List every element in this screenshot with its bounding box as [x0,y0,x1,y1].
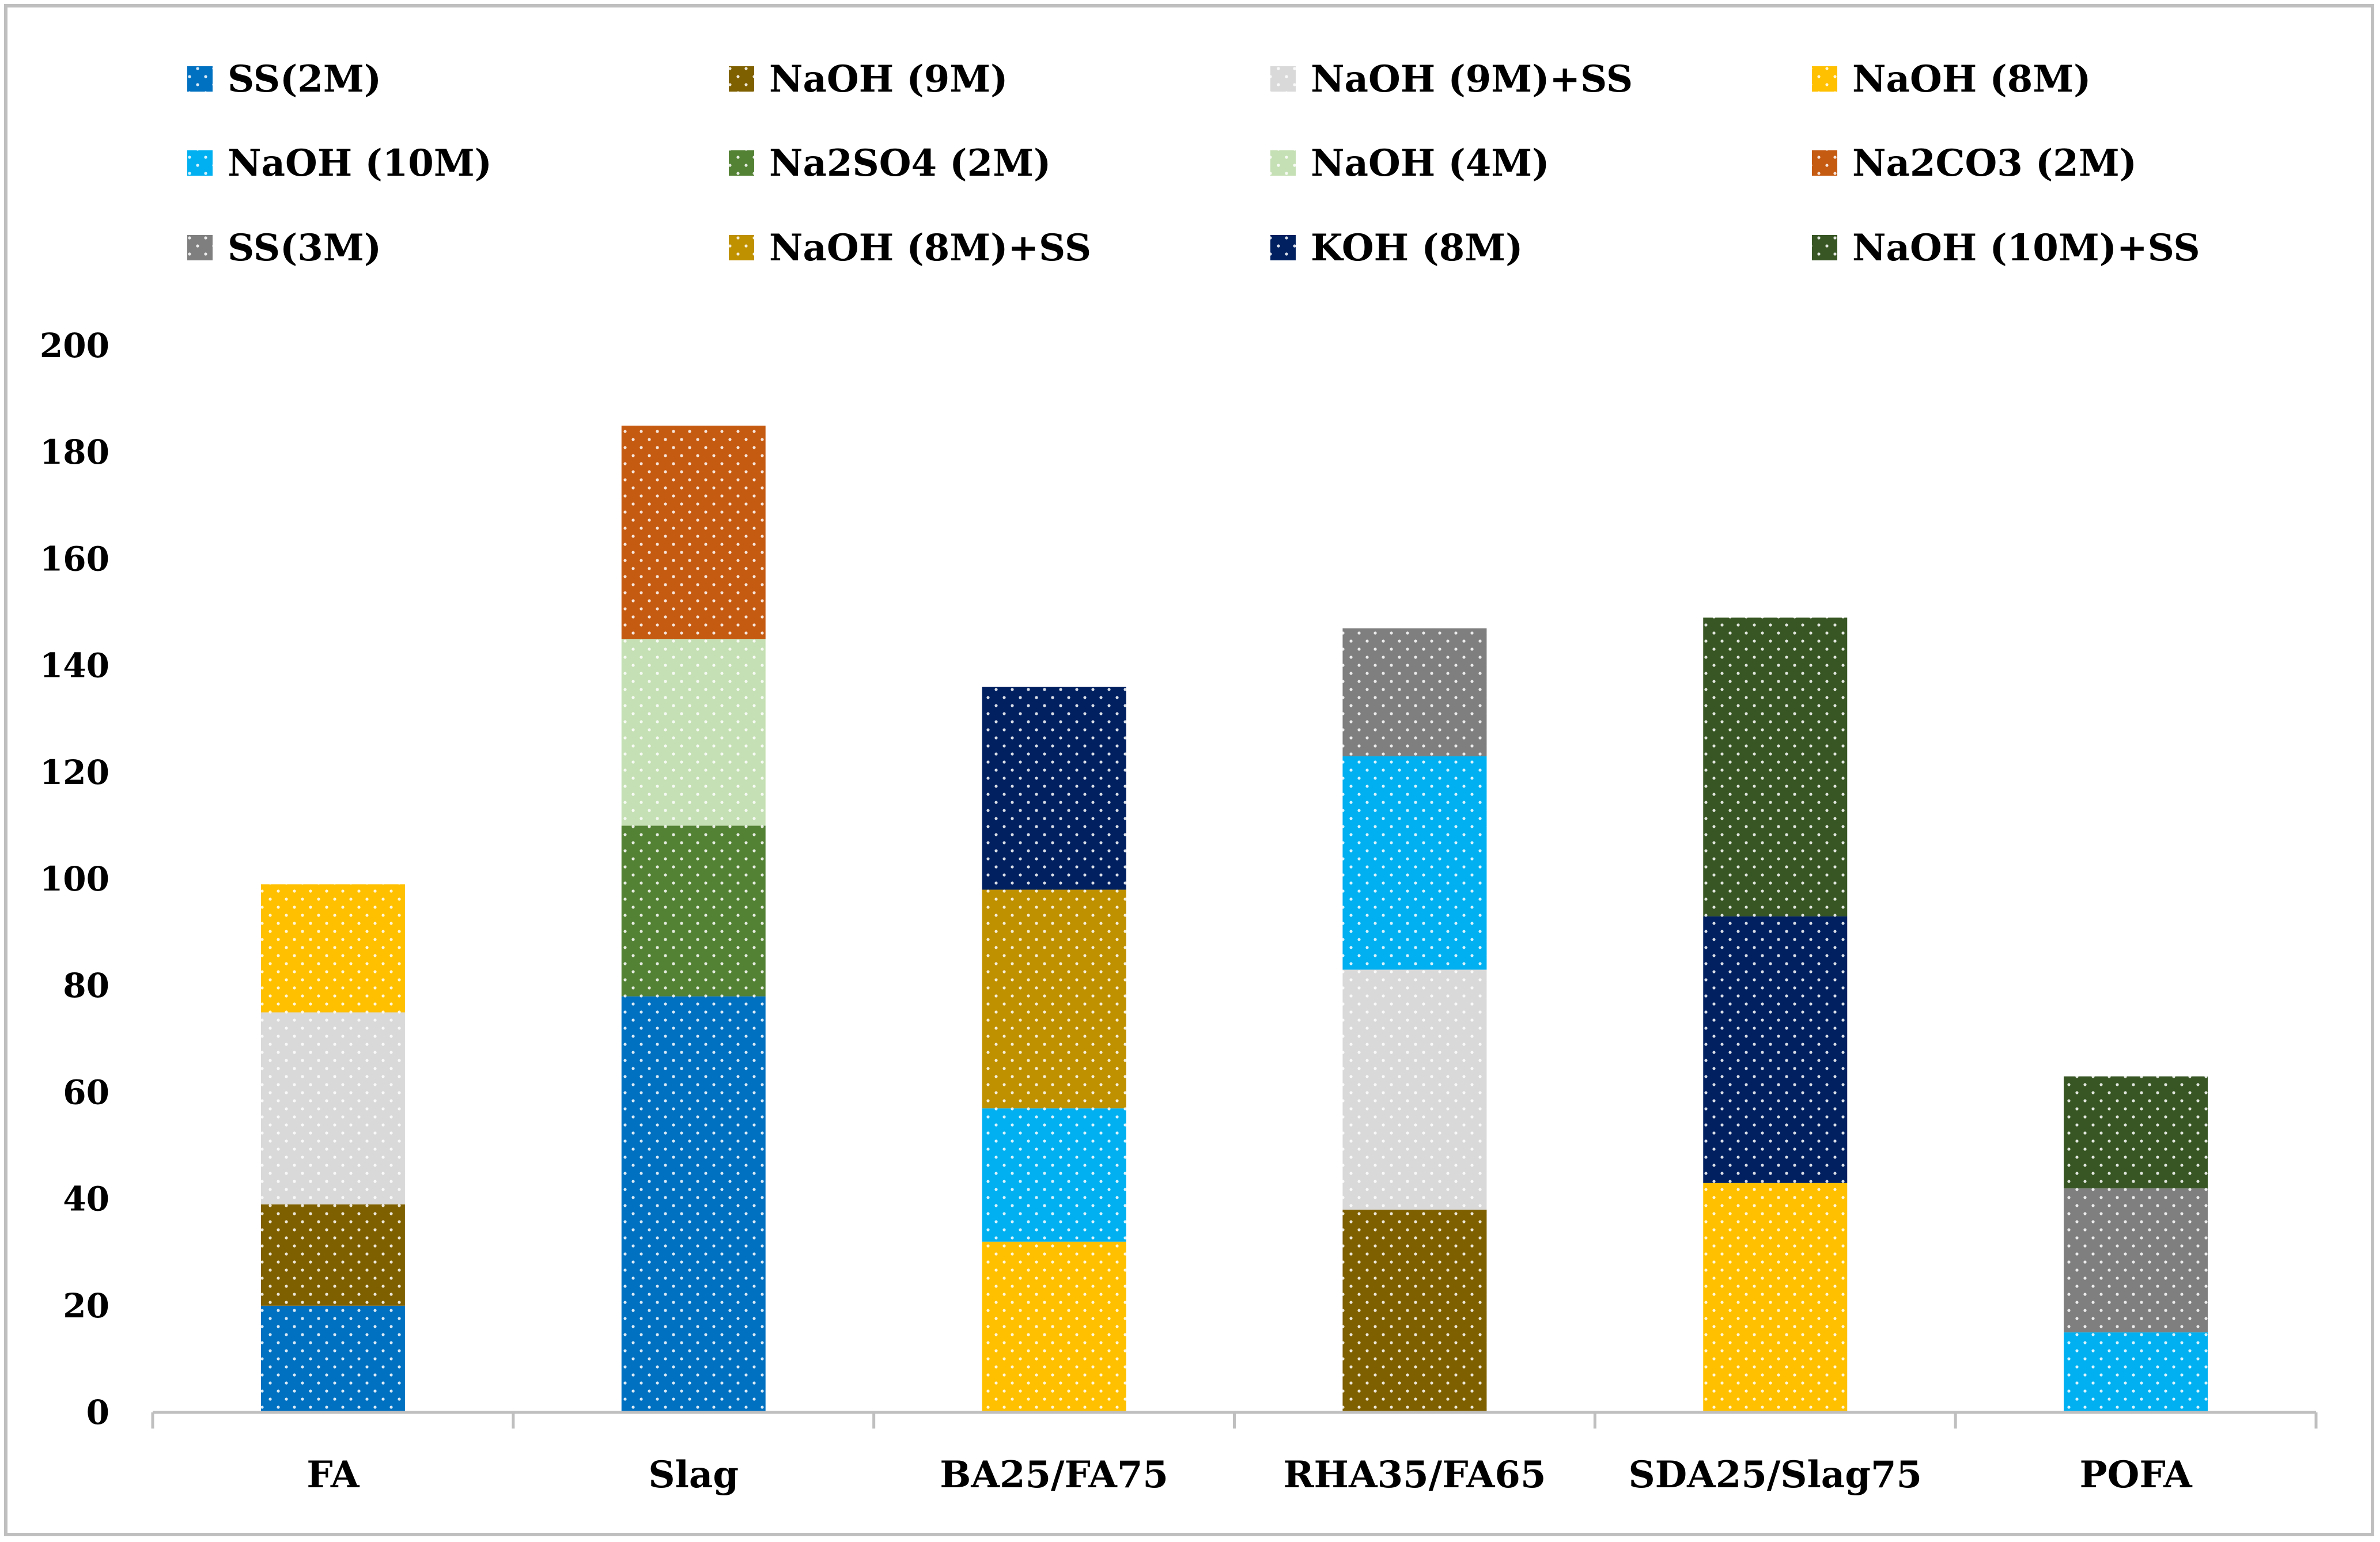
legend-label-ss-2m: SS(2M) [228,58,381,101]
bar-sda25-slag75-naoh-8m [1703,1183,1848,1412]
y-tick-label-60: 60 [63,1073,109,1112]
legend-label-koh-8m: KOH (8M) [1311,226,1523,270]
legend-item-naoh-9m: NaOH (9M) [729,58,1008,101]
legend-swatch-naoh-10m-ss [1812,235,1837,260]
legend-swatch-ss-3m [187,235,213,260]
legend-label-naoh-10m: NaOH (10M) [228,142,492,185]
bar-stack-rha35-fa65 [1342,628,1487,1412]
y-tick-label-20: 20 [63,1286,109,1325]
x-tick-label-rha35-fa65: RHA35/FA65 [1283,1453,1546,1496]
y-tick-label-140: 140 [40,646,109,685]
legend-item-koh-8m: KOH (8M) [1270,226,1523,270]
bar-fa-naoh-8m [260,884,405,1013]
y-tick-label-200: 200 [40,326,109,365]
legend: SS(2M) NaOH (9M) NaOH (9M)+SS NaOH (8M) NaOH… [187,58,2200,270]
bar-slag-na2so4-2m [621,825,766,997]
y-tick-label-120: 120 [40,753,109,792]
bar-rha35-fa65-naoh-10m [1342,756,1487,970]
y-tick-label-80: 80 [63,966,109,1005]
legend-label-naoh-10m-ss: NaOH (10M)+SS [1852,226,2200,270]
y-axis: 0 20 40 60 80 100 120 140 160 180 200 [40,326,109,1432]
y-tick-label-180: 180 [40,433,109,472]
bar-slag-ss-2m [621,996,766,1412]
bar-stack-sda25-slag75 [1703,617,1848,1412]
legend-label-naoh-8m: NaOH (8M) [1852,58,2091,101]
legend-swatch-na2co3-2m [1812,150,1837,176]
x-tick-label-fa: FA [307,1453,360,1496]
bar-stack-pofa [2064,1076,2208,1412]
legend-swatch-na2so4-2m [729,150,754,176]
bar-sda25-slag75-naoh-10m-ss [1703,617,1848,916]
bar-pofa-ss-3m [2064,1188,2208,1333]
legend-swatch-naoh-4m [1270,150,1296,176]
bar-fa-naoh-9m [260,1204,405,1306]
legend-label-ss-3m: SS(3M) [228,226,381,270]
x-axis: FA Slag BA25/FA75 RHA35/FA65 SDA25/Slag75 POF… [151,1411,2318,1496]
legend-item-naoh-10m-ss: NaOH (10M)+SS [1812,226,2200,270]
legend-swatch-naoh-8m [1812,66,1837,92]
x-tick-label-ba25-fa75: BA25/FA75 [940,1453,1168,1496]
bar-stack-slag [621,425,766,1412]
bars [260,425,2208,1412]
y-tick-label-0: 0 [86,1393,109,1432]
bar-stack-ba25-fa75 [982,687,1126,1412]
bar-slag-naoh-4m [621,639,766,826]
legend-item-naoh-10m: NaOH (10M) [187,142,492,185]
bar-stack-fa [260,884,405,1412]
bar-fa-naoh-9m-ss [260,1012,405,1204]
legend-label-naoh-4m: NaOH (4M) [1311,142,1549,185]
bar-fa-ss-2m [260,1305,405,1412]
legend-label-na2so4-2m: Na2SO4 (2M) [769,142,1051,185]
x-tick-label-sda25-slag75: SDA25/Slag75 [1628,1453,1922,1496]
bar-rha35-fa65-naoh-9m [1342,1210,1487,1412]
bar-ba25-fa75-naoh-8m-ss [982,889,1126,1109]
x-tick-label-pofa: POFA [2079,1453,2193,1496]
legend-item-ss-2m: SS(2M) [187,58,381,101]
legend-item-ss-3m: SS(3M) [187,226,381,270]
legend-item-naoh-8m: NaOH (8M) [1812,58,2091,101]
legend-swatch-naoh-9m-ss [1270,66,1296,92]
legend-swatch-ss-2m [187,66,213,92]
legend-item-naoh-8m-ss: NaOH (8M)+SS [729,226,1091,270]
bar-pofa-naoh-10m [2064,1332,2208,1412]
legend-swatch-koh-8m [1270,235,1296,260]
legend-swatch-naoh-8m-ss [729,235,754,260]
y-tick-label-160: 160 [40,539,109,578]
legend-item-naoh-4m: NaOH (4M) [1270,142,1549,185]
legend-item-na2co3-2m: Na2CO3 (2M) [1812,142,2137,185]
legend-item-naoh-9m-ss: NaOH (9M)+SS [1270,58,1633,101]
legend-label-naoh-9m-ss: NaOH (9M)+SS [1311,58,1633,101]
legend-label-na2co3-2m: Na2CO3 (2M) [1852,142,2137,185]
x-tick-label-slag: Slag [648,1453,739,1496]
bar-rha35-fa65-ss-3m [1342,628,1487,757]
bar-rha35-fa65-naoh-9m-ss [1342,969,1487,1210]
bar-pofa-naoh-10m-ss [2064,1076,2208,1189]
y-tick-label-40: 40 [63,1180,109,1219]
legend-swatch-naoh-10m [187,150,213,176]
legend-label-naoh-9m: NaOH (9M) [769,58,1008,101]
bar-ba25-fa75-naoh-10m [982,1108,1126,1242]
bar-ba25-fa75-naoh-8m [982,1241,1126,1412]
y-tick-label-100: 100 [40,859,109,899]
bar-slag-na2co3-2m [621,425,766,639]
legend-swatch-naoh-9m [729,66,754,92]
legend-label-naoh-8m-ss: NaOH (8M)+SS [769,226,1091,270]
legend-item-na2so4-2m: Na2SO4 (2M) [729,142,1051,185]
bar-ba25-fa75-koh-8m [982,687,1126,890]
bar-sda25-slag75-koh-8m [1703,916,1848,1183]
